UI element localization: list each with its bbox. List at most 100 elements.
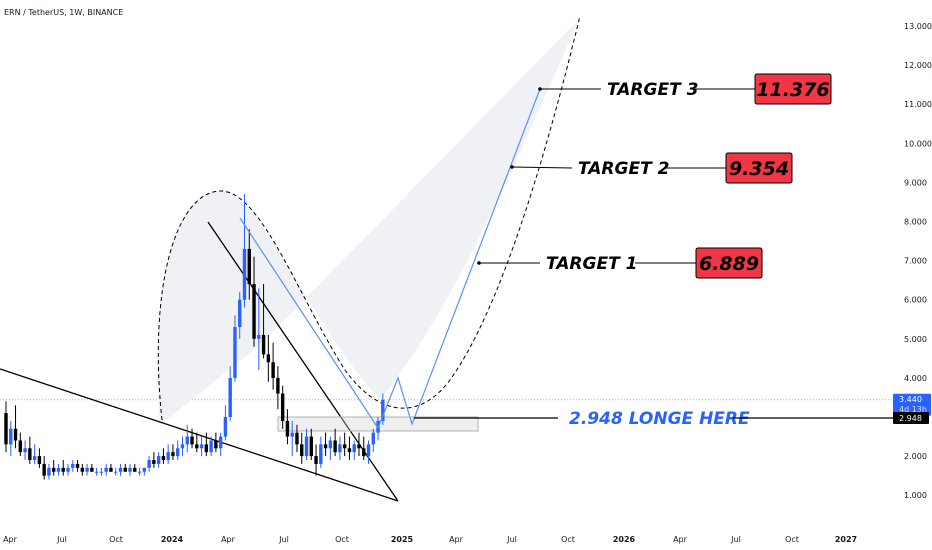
target-value: 6.889	[699, 253, 759, 275]
target-value-box	[695, 247, 763, 279]
candle-body	[247, 248, 251, 285]
candle	[328, 436, 333, 461]
candle-body	[166, 452, 170, 461]
lower-trendline	[0, 368, 399, 502]
candle	[147, 456, 151, 472]
candle	[199, 436, 204, 457]
candle-body	[309, 436, 313, 457]
candle-body	[252, 284, 256, 339]
candle	[99, 467, 104, 476]
candle-body	[161, 456, 166, 461]
candle-body	[214, 440, 218, 449]
candle	[104, 463, 108, 476]
candle-body	[47, 467, 51, 476]
candle-body	[238, 299, 242, 328]
projected-rally-path	[377, 88, 541, 429]
candle-body	[128, 467, 132, 472]
y-tick-label: 6.000	[904, 296, 927, 305]
candle-body	[195, 444, 199, 449]
candle	[257, 287, 261, 371]
candle-body	[285, 420, 290, 437]
candle	[300, 432, 304, 464]
x-tick-label: Oct	[109, 535, 123, 544]
y-tick-label: 9.000	[904, 178, 927, 187]
candle	[185, 424, 189, 453]
price-axis[interactable]: 13.000 12.000 11.000 10.000 9.000 8.000 7.000 6…	[893, 22, 932, 500]
candle-body	[257, 334, 261, 339]
x-tick-label: 2026	[613, 535, 636, 544]
candle-body	[261, 334, 266, 355]
x-tick-label: Jul	[730, 535, 741, 544]
upper-trendline	[207, 221, 399, 502]
projected-drop-path	[239, 217, 379, 429]
x-tick-label: Apr	[221, 535, 236, 544]
candle	[71, 460, 75, 472]
candle-body	[357, 444, 361, 449]
candle-body	[104, 467, 108, 472]
candle	[18, 432, 23, 457]
candle	[42, 456, 46, 480]
target-leader-line	[511, 166, 573, 169]
entry-price-bg	[893, 412, 929, 424]
candle	[66, 463, 70, 476]
candle-body	[156, 456, 161, 464]
candle	[118, 463, 123, 476]
candle-body	[90, 467, 94, 472]
candle-body	[381, 399, 385, 421]
candle	[352, 440, 356, 461]
candle-body	[323, 444, 328, 449]
candle-body	[319, 444, 323, 464]
candle	[276, 366, 280, 410]
candle-body	[342, 444, 347, 449]
entry-price-value: 2.948	[899, 414, 922, 423]
y-tick-label: 10.000	[904, 139, 932, 148]
candle	[295, 424, 299, 453]
candle	[323, 432, 328, 457]
candle-body	[328, 440, 333, 449]
candle	[180, 436, 185, 457]
target-value: 11.376	[756, 79, 829, 101]
candle	[171, 444, 175, 461]
candle	[347, 436, 352, 461]
candle	[123, 463, 127, 472]
entry-annotation: 2.948 LONGE HERE	[414, 409, 893, 429]
entry-price-badge[interactable]: 2.948	[893, 412, 929, 424]
x-tick-label: Jul	[56, 535, 67, 544]
candle-body	[209, 440, 213, 453]
candle	[4, 401, 8, 453]
candle	[247, 229, 251, 300]
candle-body	[85, 467, 89, 472]
candle	[261, 284, 266, 359]
target-label: TARGET 3	[607, 80, 698, 100]
candle	[209, 436, 213, 457]
candle-body	[338, 444, 342, 453]
candle-body	[300, 444, 304, 457]
candle-body	[204, 444, 209, 453]
candle	[252, 256, 256, 347]
target-1: TARGET 1 6.889	[477, 247, 763, 279]
candle	[266, 334, 271, 382]
target-anchor-dot	[510, 165, 514, 169]
candle	[52, 460, 56, 476]
candle	[37, 448, 42, 468]
y-tick-label: 11.000	[904, 100, 932, 109]
candle	[195, 432, 199, 453]
candle-body	[61, 467, 65, 472]
candle	[242, 194, 247, 308]
candle-body	[71, 463, 75, 468]
candle-body	[352, 444, 356, 453]
candle	[333, 428, 337, 457]
candle	[357, 432, 361, 457]
candles	[4, 194, 385, 480]
candle-body	[142, 467, 147, 472]
candle	[338, 436, 342, 461]
current-price-value: 3.440	[899, 395, 922, 404]
candle-body	[180, 444, 185, 449]
time-axis[interactable]: Apr Jul Oct 2024 Apr Jul Oct 2025 Apr Jul Oct 2026 A…	[3, 535, 857, 544]
candle	[166, 444, 170, 464]
candle	[309, 428, 313, 461]
candle	[214, 432, 218, 453]
x-tick-label: 2027	[835, 535, 857, 544]
